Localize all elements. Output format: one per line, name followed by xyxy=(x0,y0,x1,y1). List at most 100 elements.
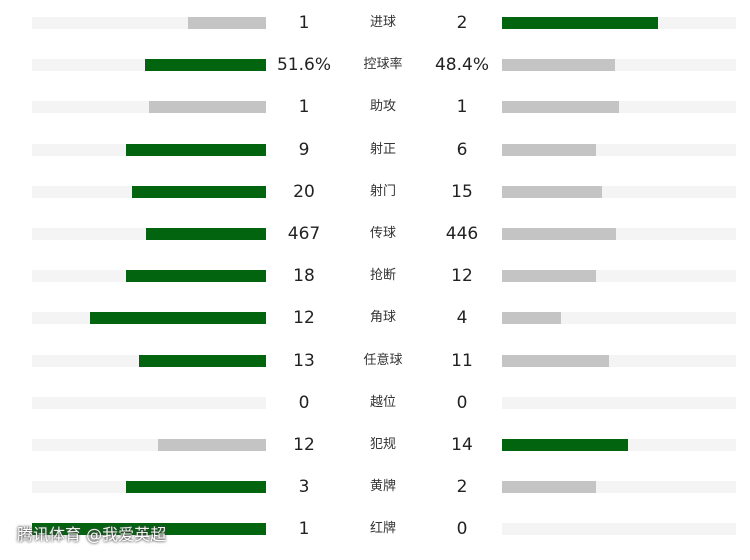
home-value: 1 xyxy=(298,519,310,540)
stat-row: 18 抢断 12 xyxy=(0,255,750,297)
home-bar-track xyxy=(32,270,266,283)
stat-row: 51.6% 控球率 48.4% xyxy=(0,44,750,86)
home-bar-fill xyxy=(145,59,266,72)
home-bar-fill xyxy=(146,227,266,240)
away-bar-track xyxy=(502,59,736,72)
away-bar-track xyxy=(502,227,736,240)
away-value: 2 xyxy=(456,477,468,498)
home-value: 467 xyxy=(287,223,321,244)
home-bar-fill xyxy=(149,101,266,114)
away-value: 15 xyxy=(451,181,473,202)
stat-row: 12 角球 4 xyxy=(0,297,750,339)
home-value: 12 xyxy=(293,308,315,329)
away-bar-track xyxy=(502,481,736,494)
stat-label: 传球 xyxy=(369,225,396,241)
home-value: 18 xyxy=(293,266,315,287)
home-value: 51.6% xyxy=(276,55,331,76)
home-value: 3 xyxy=(298,477,310,498)
stat-row: 20 射门 15 xyxy=(0,171,750,213)
away-bar-track xyxy=(502,438,736,451)
away-value: 48.4% xyxy=(434,55,489,76)
home-bar-fill xyxy=(139,354,266,367)
stat-label: 抢断 xyxy=(369,268,396,284)
away-value: 4 xyxy=(456,308,468,329)
away-bar-track xyxy=(502,143,736,156)
away-bar-fill xyxy=(502,438,628,451)
home-bar-fill xyxy=(32,523,266,536)
home-value: 1 xyxy=(298,97,310,118)
stat-row: 9 射正 6 xyxy=(0,129,750,171)
stat-label: 越位 xyxy=(369,394,396,410)
stat-label: 黄牌 xyxy=(369,479,396,495)
away-value: 0 xyxy=(456,392,468,413)
stat-label: 射正 xyxy=(369,141,396,157)
home-bar-track xyxy=(32,396,266,409)
away-value: 14 xyxy=(451,434,473,455)
away-bar-fill xyxy=(502,59,615,72)
watermark: 腾讯体育 @我爱英超 xyxy=(17,525,167,544)
home-bar-track xyxy=(32,185,266,198)
away-bar-track xyxy=(502,270,736,283)
away-value: 2 xyxy=(456,13,468,33)
stat-label: 犯规 xyxy=(369,436,396,452)
away-bar-fill xyxy=(502,227,616,240)
away-bar-fill xyxy=(502,17,658,29)
away-bar-fill xyxy=(502,101,619,114)
away-bar-track xyxy=(502,354,736,367)
home-bar-fill xyxy=(126,270,266,283)
away-value: 0 xyxy=(456,519,468,540)
away-bar-fill xyxy=(502,481,596,494)
stat-label: 进球 xyxy=(369,15,396,30)
home-value: 12 xyxy=(293,434,315,455)
stat-label: 控球率 xyxy=(363,57,403,73)
match-stats-panel: 1 进球 2 51.6% 控球率 48.4% 1 助攻 1 9 射正 6 20 射门 15 467 传球 446 1… xyxy=(0,2,750,550)
stat-row: 12 犯规 14 xyxy=(0,424,750,466)
away-bar-track xyxy=(502,101,736,114)
away-bar-track xyxy=(502,312,736,325)
stat-label: 助攻 xyxy=(369,99,396,115)
stat-label: 红牌 xyxy=(369,521,396,537)
away-value: 446 xyxy=(445,223,479,244)
home-value: 0 xyxy=(298,392,310,413)
home-bar-fill xyxy=(90,312,266,325)
away-bar-fill xyxy=(502,312,561,325)
away-bar-track xyxy=(502,396,736,409)
home-bar-fill xyxy=(158,438,266,451)
home-bar-track xyxy=(32,523,266,536)
away-value: 6 xyxy=(456,139,468,160)
away-bar-fill xyxy=(502,354,609,367)
stat-label: 射门 xyxy=(369,183,396,199)
home-bar-track xyxy=(32,312,266,325)
home-bar-fill xyxy=(132,185,266,198)
home-bar-track xyxy=(32,59,266,72)
home-bar-track xyxy=(32,17,266,29)
home-bar-fill xyxy=(188,17,266,29)
away-bar-track xyxy=(502,185,736,198)
away-bar-track xyxy=(502,523,736,536)
home-bar-track xyxy=(32,227,266,240)
home-bar-track xyxy=(32,101,266,114)
stat-row: 1 进球 2 xyxy=(0,2,750,44)
home-bar-track xyxy=(32,438,266,451)
home-bar-track xyxy=(32,354,266,367)
away-value: 12 xyxy=(451,266,473,287)
away-value: 1 xyxy=(456,97,468,118)
stat-row: 467 传球 446 xyxy=(0,213,750,255)
away-bar-fill xyxy=(502,185,602,198)
home-bar-fill xyxy=(126,481,266,494)
stat-row: 1 助攻 1 xyxy=(0,86,750,128)
home-value: 9 xyxy=(298,139,310,160)
stat-row: 0 越位 0 xyxy=(0,382,750,424)
stat-row: 3 黄牌 2 xyxy=(0,466,750,508)
home-value: 13 xyxy=(293,350,315,371)
away-bar-track xyxy=(502,17,736,29)
away-bar-fill xyxy=(502,270,596,283)
home-bar-track xyxy=(32,481,266,494)
away-bar-fill xyxy=(502,143,596,156)
stat-label: 任意球 xyxy=(363,352,403,368)
stat-label: 角球 xyxy=(369,310,396,326)
stat-row: 13 任意球 11 xyxy=(0,340,750,382)
home-value: 20 xyxy=(293,181,315,202)
home-bar-fill xyxy=(126,143,266,156)
home-value: 1 xyxy=(298,13,310,33)
